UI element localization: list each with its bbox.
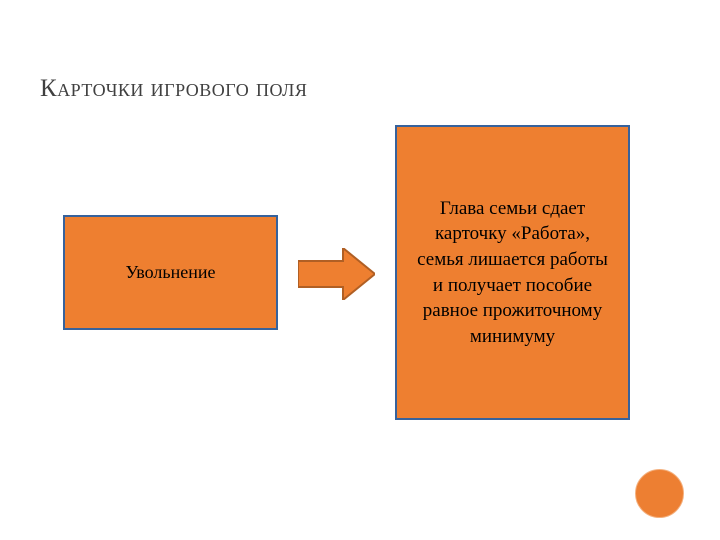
card-dismissal-text: Увольнение xyxy=(126,260,216,284)
arrow-icon xyxy=(298,248,375,300)
card-consequence: Глава семьи сдает карточку «Работа», сем… xyxy=(395,125,630,420)
slide-title: Карточки игрового поля xyxy=(40,75,307,103)
slide: Карточки игрового поля Увольнение Глава … xyxy=(0,0,720,540)
card-consequence-text: Глава семьи сдает карточку «Работа», сем… xyxy=(411,196,614,350)
decorative-circle xyxy=(635,469,684,518)
card-dismissal: Увольнение xyxy=(63,215,278,330)
